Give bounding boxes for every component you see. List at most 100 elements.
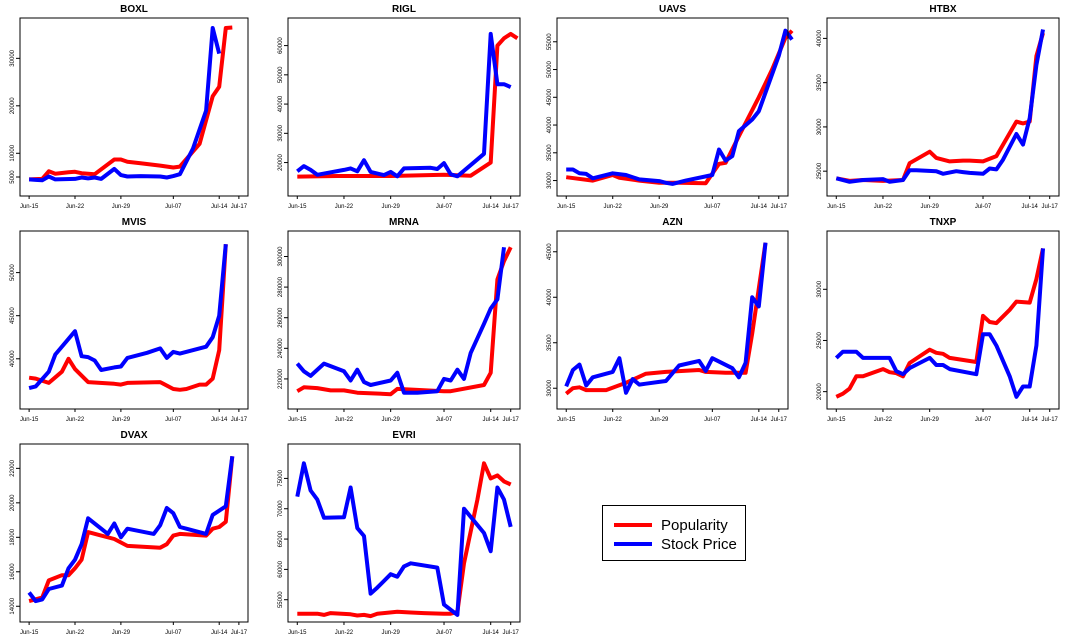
x-tick-label: Jul-14 bbox=[751, 417, 768, 423]
y-tick-label: 20000 bbox=[278, 154, 284, 171]
x-tick-label: Jul-17 bbox=[1042, 204, 1059, 210]
panel-mvis: MVIS 40000 45000 50000 Jun-15 Jun-22 Jun-29 Jul… bbox=[10, 217, 249, 423]
panel-tnxp: TNXP 20000 25000 30000 Jun-15 Jun-22 Jun-29 Jul… bbox=[817, 217, 1060, 423]
y-tick-label: 30000 bbox=[10, 49, 16, 66]
plot-frame bbox=[287, 17, 521, 197]
y-tick-label: 50000 bbox=[547, 61, 553, 78]
x-tick-label: Jul-07 bbox=[436, 204, 453, 210]
x-tick-label: Jul-14 bbox=[751, 204, 768, 210]
legend-swatch-stock-price bbox=[614, 542, 652, 546]
series-line-stock-price bbox=[564, 242, 768, 395]
series-line-stock-price bbox=[566, 28, 794, 186]
panel-title: MRNA bbox=[389, 217, 419, 228]
y-tick-label: 22000 bbox=[10, 459, 16, 476]
x-tick-label: Jul-17 bbox=[771, 204, 788, 210]
x-tick-label: Jun-15 bbox=[288, 204, 307, 210]
x-tick-label: Jun-15 bbox=[20, 630, 39, 636]
panel-rigl: RIGL 20000 30000 40000 50000 60000 Jun-15 Jun-2… bbox=[278, 4, 521, 210]
x-tick-label: Jul-07 bbox=[165, 204, 182, 210]
y-tick-label: 10000 bbox=[10, 144, 16, 161]
legend-label-popularity: Popularity bbox=[661, 516, 728, 534]
x-tick-label: Jun-15 bbox=[288, 630, 307, 636]
x-tick-label: Jun-15 bbox=[288, 417, 307, 423]
x-tick-label: Jul-07 bbox=[704, 417, 721, 423]
x-tick-label: Jul-14 bbox=[1022, 417, 1039, 423]
y-tick-label: 5000 bbox=[10, 170, 16, 184]
x-tick-label: Jul-14 bbox=[211, 417, 228, 423]
plot-frame bbox=[826, 230, 1060, 410]
legend-swatch-popularity bbox=[614, 523, 652, 527]
y-tick-label: 35000 bbox=[547, 144, 553, 161]
series-line-popularity bbox=[28, 244, 228, 392]
x-tick-label: Jun-22 bbox=[335, 204, 354, 210]
x-tick-label: Jun-22 bbox=[335, 630, 354, 636]
y-tick-label: 40000 bbox=[547, 116, 553, 133]
y-tick-label: 260000 bbox=[278, 307, 284, 328]
x-tick-label: Jun-29 bbox=[650, 417, 669, 423]
series-line-popularity bbox=[835, 247, 1045, 399]
plot-frame bbox=[826, 17, 1060, 197]
x-tick-label: Jun-15 bbox=[827, 204, 846, 210]
y-tick-label: 55000 bbox=[278, 591, 284, 608]
x-tick-label: Jun-22 bbox=[66, 630, 85, 636]
series-line-popularity bbox=[565, 29, 794, 186]
x-tick-label: Jul-14 bbox=[211, 204, 228, 210]
plot-frame bbox=[19, 230, 249, 410]
y-tick-label: 30000 bbox=[817, 118, 823, 135]
y-tick-label: 65000 bbox=[278, 530, 284, 547]
y-tick-label: 14000 bbox=[10, 597, 16, 614]
y-tick-label: 40000 bbox=[10, 350, 16, 367]
y-tick-label: 25000 bbox=[817, 331, 823, 348]
x-tick-label: Jun-22 bbox=[66, 417, 85, 423]
y-tick-label: 70000 bbox=[278, 500, 284, 517]
x-tick-label: Jul-07 bbox=[165, 417, 182, 423]
x-tick-label: Jul-07 bbox=[436, 630, 453, 636]
x-tick-label: Jun-15 bbox=[827, 417, 846, 423]
x-tick-label: Jul-14 bbox=[1022, 204, 1039, 210]
series-line-stock-price bbox=[295, 247, 506, 395]
plot-frame bbox=[556, 230, 789, 410]
y-tick-label: 16000 bbox=[10, 563, 16, 580]
series-line-popularity bbox=[296, 246, 513, 397]
x-tick-label: Jul-07 bbox=[975, 417, 992, 423]
y-tick-label: 20000 bbox=[817, 383, 823, 400]
x-tick-label: Jul-17 bbox=[503, 417, 520, 423]
x-tick-label: Jun-29 bbox=[381, 204, 400, 210]
series-line-stock-price bbox=[295, 461, 513, 617]
x-tick-label: Jul-17 bbox=[1042, 417, 1059, 423]
x-tick-label: Jun-15 bbox=[557, 417, 576, 423]
x-tick-label: Jul-07 bbox=[165, 630, 182, 636]
panel-htbx: HTBX 25000 30000 35000 40000 Jun-15 Jun-22 Jun-… bbox=[817, 4, 1060, 210]
x-tick-label: Jun-22 bbox=[874, 204, 893, 210]
x-tick-label: Jun-29 bbox=[650, 204, 669, 210]
series-line-stock-price bbox=[28, 26, 222, 183]
y-tick-label: 25000 bbox=[817, 162, 823, 179]
x-tick-label: Jul-17 bbox=[231, 630, 248, 636]
series-line-popularity bbox=[29, 25, 233, 182]
x-tick-label: Jun-15 bbox=[557, 204, 576, 210]
series-line-stock-price bbox=[27, 456, 235, 604]
x-tick-label: Jun-29 bbox=[381, 417, 400, 423]
panel-title: AZN bbox=[662, 217, 683, 228]
y-tick-label: 60000 bbox=[278, 560, 284, 577]
y-tick-label: 35000 bbox=[547, 334, 553, 351]
panel-title: RIGL bbox=[392, 4, 416, 15]
y-tick-label: 55000 bbox=[547, 33, 553, 50]
legend-label-stock-price: Stock Price bbox=[661, 535, 737, 553]
y-tick-label: 40000 bbox=[547, 288, 553, 305]
x-tick-label: Jun-22 bbox=[874, 417, 893, 423]
x-tick-label: Jul-17 bbox=[231, 417, 248, 423]
series-line-popularity bbox=[28, 456, 235, 604]
x-tick-label: Jul-14 bbox=[483, 417, 500, 423]
series-line-stock-price bbox=[28, 244, 228, 391]
x-tick-label: Jun-15 bbox=[20, 204, 39, 210]
y-tick-label: 50000 bbox=[10, 264, 16, 281]
y-tick-label: 280000 bbox=[278, 276, 284, 297]
legend-item-popularity: Popularity bbox=[603, 515, 728, 535]
panel-evri: EVRI 55000 60000 65000 70000 75000 Jun-15 Jun-2… bbox=[278, 430, 521, 636]
panel-title: EVRI bbox=[392, 430, 416, 441]
series-line-popularity bbox=[835, 32, 1045, 183]
x-tick-label: Jun-29 bbox=[112, 630, 131, 636]
x-tick-label: Jun-29 bbox=[112, 204, 131, 210]
